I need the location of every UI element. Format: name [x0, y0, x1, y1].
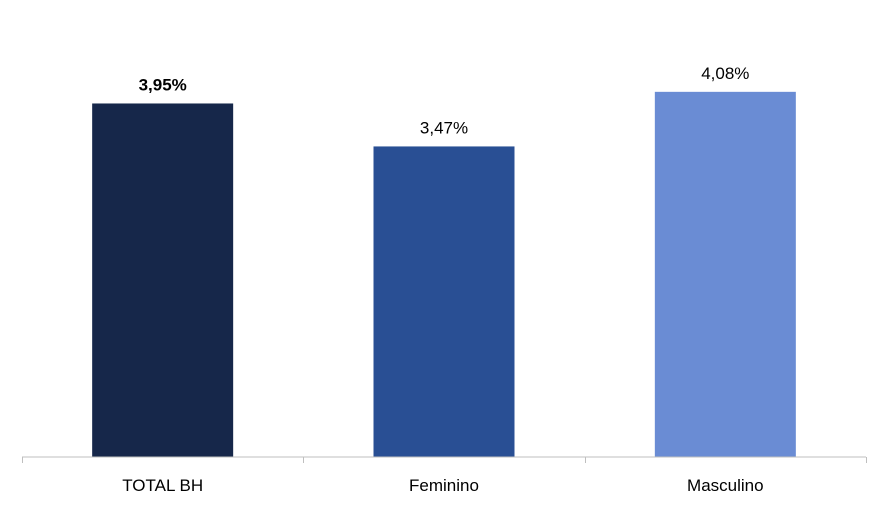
value-labels-group: 3,95% 3,47% 4,08%: [139, 64, 750, 138]
bar-total-bh: [92, 103, 234, 457]
data-label: 4,08%: [701, 64, 749, 83]
bar-masculino: [654, 91, 796, 457]
data-label: 3,95%: [139, 75, 187, 94]
x-axis-ticks: [22, 457, 867, 463]
bar-feminino: [373, 146, 515, 457]
category-labels-group: TOTAL BH Feminino Masculino: [122, 476, 763, 495]
data-label: 3,47%: [420, 118, 468, 137]
category-label: Feminino: [409, 476, 479, 495]
category-label: TOTAL BH: [122, 476, 203, 495]
bars-group: [92, 91, 796, 457]
category-label: Masculino: [687, 476, 764, 495]
